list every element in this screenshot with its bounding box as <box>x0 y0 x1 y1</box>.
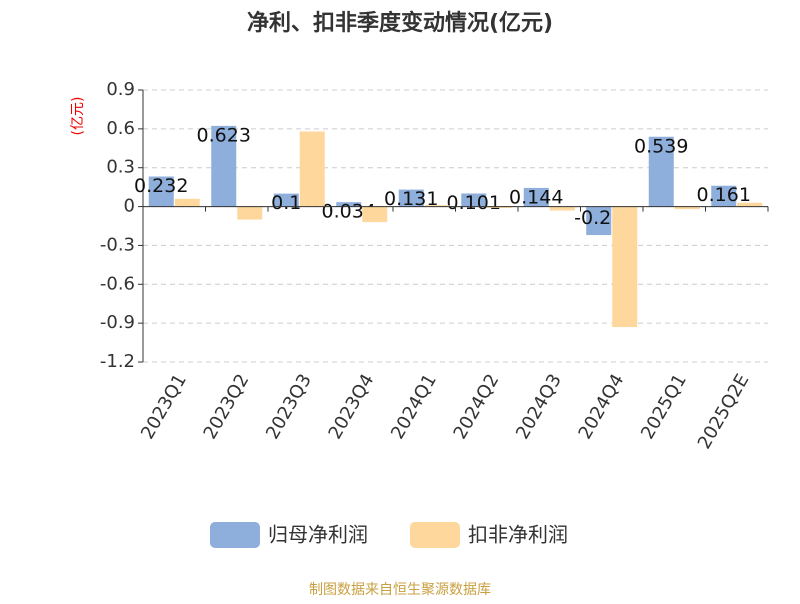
bar <box>299 131 325 207</box>
bar <box>461 193 487 207</box>
data-label: 0.144 <box>509 186 563 208</box>
x-tick-label: 2024Q2 <box>450 371 504 443</box>
legend-label: 扣非净利润 <box>468 523 568 547</box>
y-tick-label: -1.2 <box>100 351 135 372</box>
y-tick-label: 0.9 <box>106 79 135 100</box>
legend-swatch <box>410 522 460 548</box>
data-label: 0.1 <box>271 192 301 214</box>
bar <box>273 193 299 207</box>
source: 制图数据来自恒生聚源数据库 <box>309 582 491 598</box>
x-tick-label: 2023Q1 <box>137 371 191 443</box>
data-label: 0.101 <box>447 192 501 214</box>
data-label: 0.232 <box>134 175 188 197</box>
bar <box>487 206 513 208</box>
bar <box>237 206 263 220</box>
x-tick-label: 2024Q1 <box>387 371 441 443</box>
bar <box>148 176 174 207</box>
bar <box>398 189 424 207</box>
bar <box>211 125 237 207</box>
bar <box>586 206 612 236</box>
y-axis-label: (亿元) <box>70 97 86 136</box>
bar <box>612 206 638 328</box>
legend-swatch <box>210 522 260 548</box>
bar <box>674 206 700 210</box>
x-tick-label: 2025Q2E <box>694 371 754 453</box>
bar <box>362 206 388 223</box>
bar <box>336 202 362 207</box>
data-label: 0.539 <box>634 135 688 157</box>
bar <box>523 187 549 207</box>
data-label: 0.623 <box>197 124 251 146</box>
y-tick-label: 0 <box>124 196 135 217</box>
bar <box>737 202 763 207</box>
y-tick-label: -0.6 <box>100 273 135 294</box>
x-tick-label: 2023Q2 <box>200 371 254 443</box>
bar <box>648 136 674 207</box>
bar <box>424 205 450 207</box>
chart-title: 净利、扣非季度变动情况(亿元) <box>247 10 553 36</box>
y-tick-label: -0.9 <box>100 312 135 333</box>
x-tick-label: 2024Q4 <box>575 371 629 443</box>
y-tick-label: -0.3 <box>100 234 135 255</box>
y-tick-label: 0.3 <box>106 157 135 178</box>
bar <box>174 198 200 207</box>
bar <box>549 206 575 211</box>
legend-label: 归母净利润 <box>268 523 368 547</box>
x-tick-label: 2023Q4 <box>325 371 379 443</box>
data-label: -0.22 <box>574 207 623 229</box>
bar <box>711 185 737 207</box>
y-tick-label: 0.6 <box>106 118 135 139</box>
data-label: 0.161 <box>697 184 751 206</box>
x-tick-label: 2024Q3 <box>512 371 566 443</box>
x-tick-label: 2023Q3 <box>262 371 316 443</box>
data-label: 0.131 <box>384 188 438 210</box>
x-tick-label: 2025Q1 <box>637 371 691 443</box>
